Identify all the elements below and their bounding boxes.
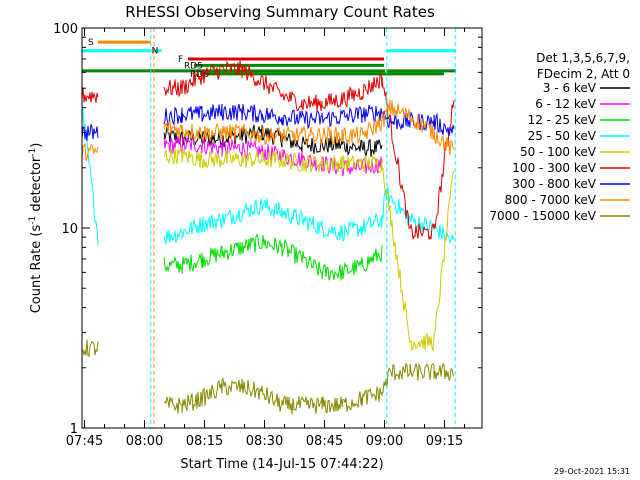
legend-entry-label: 3 - 6 keV: [543, 81, 597, 95]
timestamp-label: 29-Oct-2021 15:31: [554, 467, 630, 476]
x-tick-label: 09:15: [426, 434, 463, 449]
y-axis-label-mid: detector: [29, 156, 44, 216]
series-line: [81, 103, 455, 141]
x-tick-label: 08:15: [186, 434, 223, 449]
x-tick-label: 08:00: [126, 434, 163, 449]
flag-label: RD5: [184, 61, 203, 71]
y-axis-label-sup1: -1: [28, 216, 38, 225]
legend-header-line-2: FDecim 2, Att 0: [537, 67, 630, 81]
x-tick-label: 09:00: [366, 434, 403, 449]
flag-label: S: [88, 38, 94, 48]
legend-entry-label: 300 - 800 keV: [512, 177, 596, 191]
legend-entry-label: 25 - 50 keV: [528, 129, 597, 143]
x-tick-label: 08:30: [246, 434, 283, 449]
legend-entry-label: 7000 - 15000 keV: [489, 209, 596, 223]
legend-entry-label: 50 - 100 keV: [520, 145, 597, 159]
x-axis: 07:45 08:00 08:15 08:30 08:45 09:00 09:15: [66, 28, 466, 449]
legend-header-line-1: Det 1,3,5,6,7,9,: [536, 51, 630, 65]
series-layer: [81, 60, 455, 415]
legend-entry-label: 100 - 300 keV: [512, 161, 596, 175]
y-axis-label: Count Rate (s-1 detector-1): [28, 143, 44, 314]
x-axis-label: Start Time (14-Jul-15 07:44:22): [180, 457, 383, 472]
series-line: [163, 233, 383, 281]
legend: Det 1,3,5,6,7,9, FDecim 2, Att 0 3 - 6 k…: [489, 51, 630, 223]
legend-entry-label: 6 - 12 keV: [535, 97, 597, 111]
vlines-layer: [150, 28, 456, 428]
chart-title: RHESSI Observing Summary Count Rates: [125, 3, 435, 21]
legend-entry-label: 800 - 7000 keV: [505, 193, 597, 207]
legend-entry-label: 12 - 25 keV: [528, 113, 597, 127]
y-tick-label: 1: [70, 422, 78, 437]
y-tick-label: 10: [61, 222, 78, 237]
series-line: [81, 99, 455, 162]
y-tick-label: 100: [53, 22, 78, 37]
series-line: [163, 146, 455, 352]
y-axis: 1 10 100: [53, 22, 482, 437]
flag-label: N: [152, 47, 159, 57]
x-tick-label: 07:45: [66, 434, 103, 449]
flag-label: F: [178, 55, 183, 65]
flag-label: RD6: [190, 70, 209, 80]
y-axis-label-sup2: -1: [28, 148, 38, 157]
series-line: [81, 60, 455, 240]
y-axis-label-end: ): [29, 143, 44, 148]
x-tick-label: 08:45: [306, 434, 343, 449]
y-axis-label-main: Count Rate (s: [29, 225, 44, 314]
series-line: [81, 339, 455, 415]
